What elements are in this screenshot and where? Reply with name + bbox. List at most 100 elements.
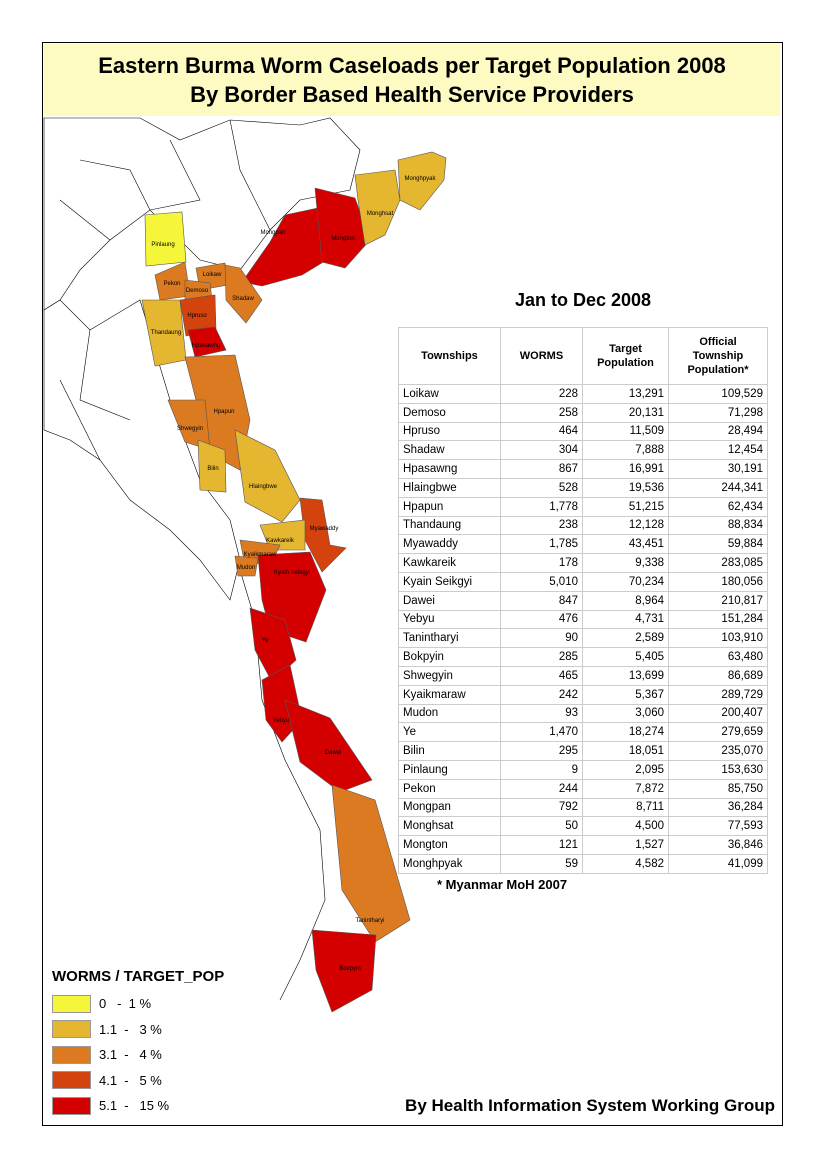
official-population: 235,070 [668,741,768,761]
legend-swatch [52,994,91,1013]
label-bokpyin: Bokpyin [339,966,360,972]
official-population: 180,056 [668,571,768,592]
map-frame [42,42,783,1126]
official-population: 279,659 [668,722,768,743]
township-name: Monghpyak [398,853,501,874]
township-name: Hpapun [398,496,501,517]
official-population: 36,284 [668,797,768,818]
label-kyain-seikgyi: Kyain Seikgyi [274,570,310,576]
official-population: 244,341 [668,477,768,498]
target-population: 4,731 [582,609,669,630]
region-dawei[interactable] [284,699,373,793]
table-row: Demoso 258 20,131 71,298 [398,402,768,423]
official-population: 30,191 [668,459,768,479]
legend-swatch [52,1071,91,1090]
region-pinlaung[interactable] [144,211,187,267]
township-table: Townships WORMS Target Population Official … [398,327,768,874]
township-name: Yebyu [398,609,501,630]
official-population: 86,689 [668,665,768,686]
official-population: 71,298 [668,402,768,423]
region-bokpyin[interactable] [311,929,377,1013]
target-population: 1,527 [582,835,669,855]
township-name: Monghsat [398,816,501,837]
township-name: Thandaung [398,515,501,536]
table-row: Yebyu 476 4,731 151,284 [398,609,768,630]
township-name: Dawei [398,590,501,611]
region-mongton[interactable] [314,187,371,269]
region-bilin[interactable] [197,439,227,493]
region-kawkareik[interactable] [259,519,306,551]
label-demoso: Demoso [186,288,209,294]
worms-count: 90 [500,628,583,649]
township-name: Tanintharyi [398,628,501,649]
worms-count: 867 [500,459,583,479]
target-population: 8,711 [582,797,669,818]
official-population: 59,884 [668,534,768,555]
township-name: Hpasawng [398,459,501,479]
legend-item: 4.1 - 5 % [52,1068,224,1094]
township-name: Kyaikmaraw [398,684,501,705]
region-mudon[interactable] [234,555,259,577]
label-mongton: Mongton [331,236,354,242]
region-tanintharyi[interactable] [331,784,411,943]
table-section: Townships WORMS Target Population Official … [398,327,768,893]
table-row: Hpasawng 867 16,991 30,191 [398,459,768,479]
township-name: Hlaingbwe [398,477,501,498]
target-population: 4,500 [582,816,669,837]
official-population: 12,454 [668,440,768,461]
region-hlaingbwe[interactable] [234,429,301,523]
official-population: 85,750 [668,778,768,799]
table-header-row: Townships WORMS Target Population Official … [398,327,768,385]
official-population: 36,846 [668,835,768,855]
table-row: Hpruso 464 11,509 28,494 [398,421,768,442]
label-shwegyin: Shwegyin [177,426,203,432]
township-name: Mongton [398,835,501,855]
table-row: Loikaw 228 13,291 109,529 [398,384,768,404]
legend-label: 0 - 1 % [99,996,152,1012]
worms-count: 9 [500,759,583,780]
official-population: 62,434 [668,496,768,517]
worms-count: 295 [500,741,583,761]
target-population: 20,131 [582,402,669,423]
township-polygons [141,151,447,1013]
label-ye: Ye [262,638,269,644]
map-title: Eastern Burma Worm Caseloads per Target … [44,44,780,116]
township-labels: Pinlaung Mongpan Mongton Monghsat Monghp… [151,176,437,972]
township-name: Shwegyin [398,665,501,686]
worms-count: 1,785 [500,534,583,555]
target-population: 70,234 [582,571,669,592]
township-name: Bokpyin [398,647,501,667]
table-row: Tanintharyi 90 2,589 103,910 [398,628,768,649]
table-row: Mongpan 792 8,711 36,284 [398,797,768,818]
table-row: Bokpyin 285 5,405 63,480 [398,647,768,667]
table-row: Kyain Seikgyi 5,010 70,234 180,056 [398,571,768,592]
legend-swatch [52,1020,91,1039]
region-hpasawng[interactable] [187,326,227,358]
worms-count: 242 [500,684,583,705]
township-name: Shadaw [398,440,501,461]
title-line-1: Eastern Burma Worm Caseloads per Target … [98,53,726,78]
table-row: Mudon 93 3,060 200,407 [398,703,768,724]
label-shadaw: Shadaw [232,296,254,302]
table-row: Kawkareik 178 9,338 283,085 [398,553,768,573]
worms-count: 178 [500,553,583,573]
table-row: Pinlaung 9 2,095 153,630 [398,759,768,780]
worms-count: 238 [500,515,583,536]
table-row: Mongton 121 1,527 36,846 [398,835,768,855]
target-population: 18,051 [582,741,669,761]
worms-count: 792 [500,797,583,818]
label-pinlaung: Pinlaung [151,242,174,248]
target-population: 43,451 [582,534,669,555]
official-population: 63,480 [668,647,768,667]
worms-count: 304 [500,440,583,461]
region-monghsat[interactable] [354,169,401,246]
legend-label: 3.1 - 4 % [99,1047,162,1063]
official-population: 283,085 [668,553,768,573]
target-population: 16,991 [582,459,669,479]
region-shadaw[interactable] [224,264,263,324]
target-population: 13,291 [582,384,669,404]
official-population: 289,729 [668,684,768,705]
township-name: Loikaw [398,384,501,404]
worms-count: 285 [500,647,583,667]
region-monghpyak[interactable] [397,151,447,211]
